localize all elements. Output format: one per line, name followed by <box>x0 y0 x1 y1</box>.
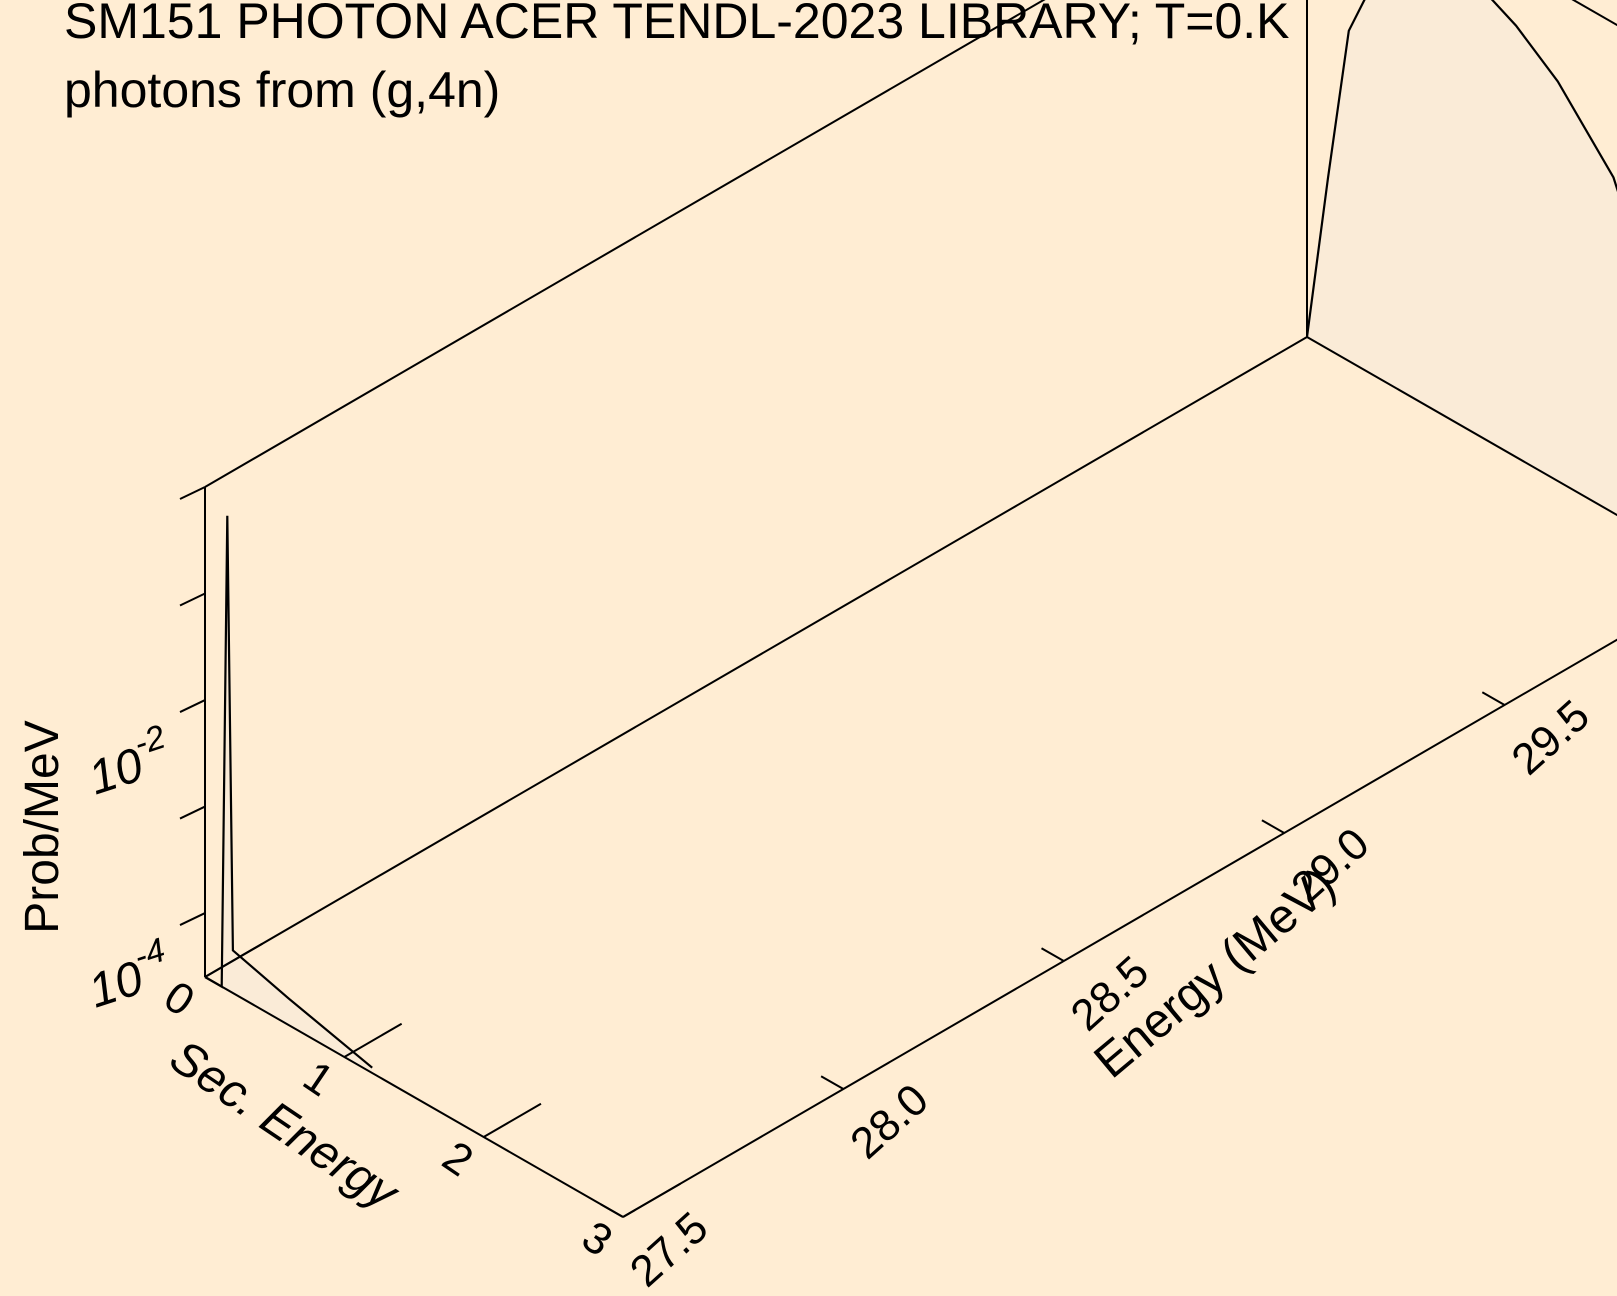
z-tick-3 <box>179 592 206 607</box>
y-tick-3 <box>1261 819 1285 834</box>
sec-energy-axis <box>204 976 624 1218</box>
x-tick-2 <box>483 1102 542 1138</box>
series-fill-1 <box>1307 0 1617 515</box>
y-tick-4 <box>1481 691 1506 706</box>
frame-edge-5 <box>204 0 1046 488</box>
z-axis-title: Prob/MeV <box>16 720 69 933</box>
z-tick-0 <box>179 912 206 926</box>
chart-title-line-1: SM151 PHOTON ACER TENDL-2023 LIBRARY; T=… <box>64 0 1290 49</box>
y-tick-2 <box>1041 947 1065 962</box>
energy-axis <box>622 638 1617 1218</box>
frame-edge-0 <box>204 336 1308 978</box>
x-tick-1 <box>343 1022 403 1058</box>
x-tick-0 <box>204 942 263 978</box>
series-line-1 <box>1305 0 1617 338</box>
z-tick-1 <box>179 805 206 820</box>
y-tick-0 <box>600 1203 624 1218</box>
y-tick-1 <box>820 1075 844 1090</box>
z-tick-2 <box>179 699 206 713</box>
frame-edge-1 <box>1306 336 1617 517</box>
z-tick-4 <box>179 486 206 500</box>
chart-title-line-2: photons from (g,4n) <box>64 62 500 118</box>
x-tick-3 <box>622 1182 681 1218</box>
